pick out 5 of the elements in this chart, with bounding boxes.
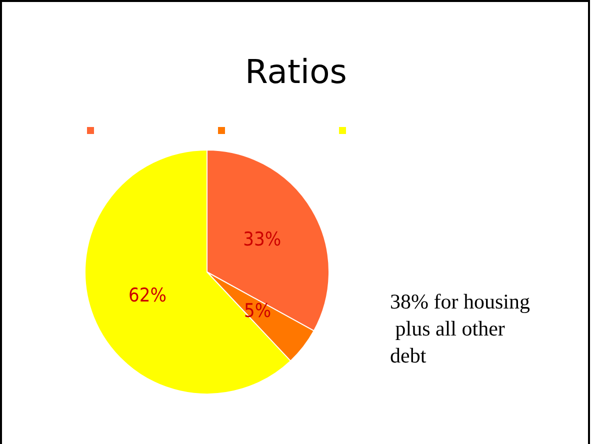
text: 38% for housing plus all other debt	[390, 290, 530, 368]
data-label: 62%	[128, 284, 166, 307]
chart-title: Ratios	[245, 52, 347, 91]
data-label: 33%	[243, 228, 282, 250]
data-label: 5%	[244, 300, 272, 322]
